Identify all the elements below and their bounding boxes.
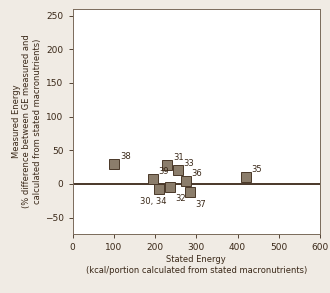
- Text: 33: 33: [183, 159, 194, 168]
- Text: 30, 34: 30, 34: [140, 197, 166, 206]
- Text: 37: 37: [196, 200, 207, 209]
- Text: 38: 38: [121, 152, 132, 161]
- Text: 36: 36: [192, 169, 202, 178]
- Text: 32: 32: [175, 194, 186, 203]
- Text: 35: 35: [251, 165, 262, 174]
- Y-axis label: Measured Energy
(% difference between GE measured and
calculated from stated mac: Measured Energy (% difference between GE…: [12, 35, 42, 209]
- Text: 39: 39: [159, 167, 169, 176]
- X-axis label: Stated Energy
(kcal/portion calculated from stated macronutrients): Stated Energy (kcal/portion calculated f…: [86, 255, 307, 275]
- Text: 31: 31: [173, 153, 184, 162]
